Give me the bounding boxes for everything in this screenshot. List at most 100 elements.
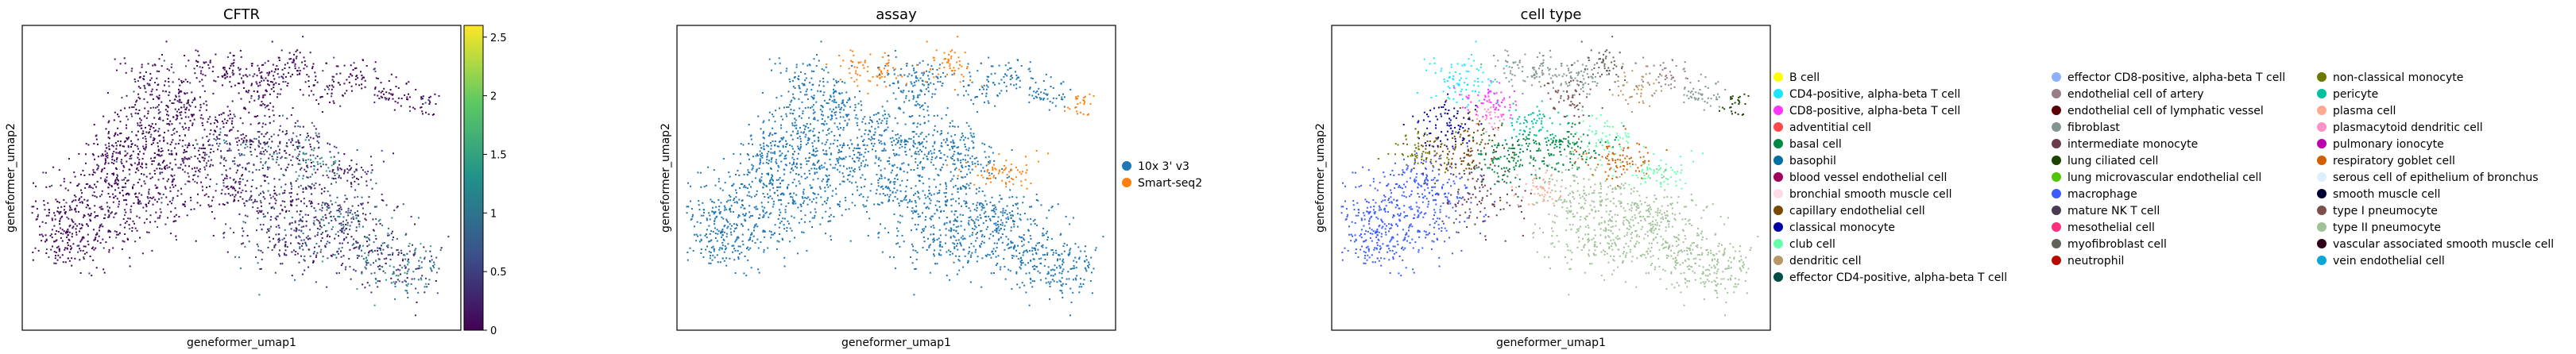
cell-point xyxy=(945,234,947,237)
cell-point xyxy=(296,74,299,76)
cell-point xyxy=(226,185,229,187)
cell-point xyxy=(899,167,902,169)
cell-point xyxy=(817,193,819,195)
cell-point xyxy=(896,167,899,169)
cell-point xyxy=(316,168,319,171)
cell-point xyxy=(277,145,280,148)
cell-point xyxy=(408,242,411,244)
cell-point xyxy=(114,195,117,198)
cell-point xyxy=(322,216,324,218)
cell-point xyxy=(877,139,880,141)
cell-point xyxy=(741,252,743,254)
cell-point xyxy=(102,238,104,240)
cell-point xyxy=(392,273,394,275)
cell-point xyxy=(335,256,338,259)
cell-point xyxy=(357,257,359,260)
cell-point xyxy=(236,144,238,146)
cell-point xyxy=(938,150,940,152)
cell-point xyxy=(261,71,263,73)
cell-point xyxy=(172,183,173,186)
cell-point xyxy=(791,138,794,140)
cell-point xyxy=(734,240,737,243)
cell-point xyxy=(753,226,756,229)
cell-point xyxy=(812,192,814,194)
cell-point xyxy=(89,256,91,257)
cell-point xyxy=(273,90,275,93)
cell-point xyxy=(983,212,985,214)
cell-point xyxy=(374,278,377,279)
cell-point xyxy=(427,113,430,115)
cell-point xyxy=(95,138,98,140)
cell-point xyxy=(134,227,137,229)
cell-point xyxy=(722,217,725,220)
cell-point xyxy=(299,163,301,165)
cell-point xyxy=(921,176,923,178)
cell-point xyxy=(747,154,749,156)
cell-point xyxy=(826,180,829,183)
cell-point xyxy=(254,198,257,201)
cell-point xyxy=(933,179,935,181)
cell-point xyxy=(155,187,157,189)
cell-point xyxy=(339,72,342,75)
cell-point xyxy=(687,182,689,184)
cell-point xyxy=(125,194,127,195)
cell-point xyxy=(284,206,286,208)
cell-point xyxy=(261,104,263,106)
cell-point xyxy=(356,254,358,256)
cell-point xyxy=(327,190,329,192)
cell-point xyxy=(87,199,89,202)
cell-point xyxy=(205,61,207,63)
cell-point xyxy=(385,257,388,260)
cell-point xyxy=(727,221,729,223)
cell-point xyxy=(356,149,358,151)
cell-point xyxy=(988,237,991,240)
cell-point xyxy=(763,142,765,144)
chart-title: CFTR xyxy=(223,6,260,23)
cell-point xyxy=(738,198,741,201)
cell-point xyxy=(1089,280,1092,282)
cell-point xyxy=(372,251,374,253)
cell-point xyxy=(233,232,235,233)
cell-point xyxy=(299,248,301,249)
cell-point xyxy=(307,176,309,179)
cell-point xyxy=(186,146,188,148)
cell-point xyxy=(789,227,791,229)
cell-point xyxy=(119,152,122,155)
cell-point xyxy=(342,239,345,241)
cell-point xyxy=(988,217,991,220)
cell-point xyxy=(344,92,346,94)
cell-point xyxy=(106,152,108,154)
cell-point xyxy=(304,60,306,63)
cell-point xyxy=(977,256,979,258)
cell-point xyxy=(230,129,233,131)
cell-point xyxy=(286,117,288,120)
cell-point xyxy=(796,252,799,255)
cell-point xyxy=(277,215,279,217)
cell-point xyxy=(366,184,368,187)
cell-point xyxy=(48,209,50,211)
cell-point xyxy=(938,206,941,208)
cell-point xyxy=(298,186,300,188)
cell-point xyxy=(78,199,80,202)
cell-point xyxy=(889,182,892,184)
cell-point xyxy=(190,209,192,210)
cell-point xyxy=(823,166,826,168)
cell-point xyxy=(952,198,954,200)
cell-point xyxy=(988,172,990,175)
cell-point xyxy=(387,246,389,248)
cell-point xyxy=(157,164,160,166)
cell-point xyxy=(246,67,248,70)
cell-point xyxy=(294,67,296,70)
cell-point xyxy=(260,249,262,252)
cell-point xyxy=(185,127,187,129)
cell-point xyxy=(291,251,293,253)
cell-point xyxy=(226,106,229,108)
cell-point xyxy=(157,192,160,194)
cell-point xyxy=(880,174,882,176)
cell-point xyxy=(294,121,296,124)
cell-point xyxy=(149,79,152,82)
cell-point xyxy=(137,138,139,140)
cell-point xyxy=(164,109,167,111)
cell-point xyxy=(197,193,199,195)
cell-point xyxy=(96,232,99,234)
